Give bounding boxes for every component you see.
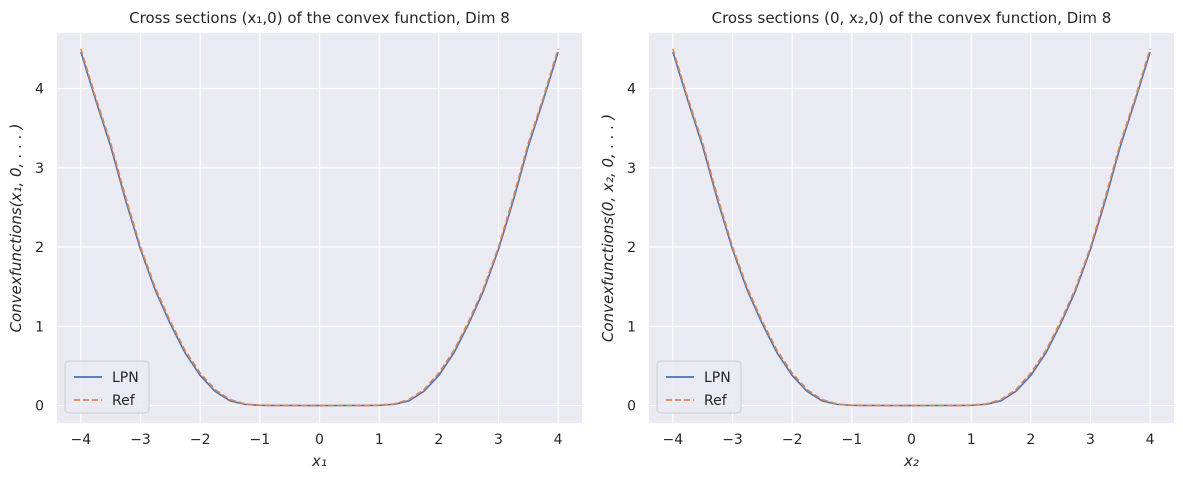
x-tick-label: 3 — [1086, 432, 1095, 448]
x-tick-label: 0 — [315, 432, 324, 448]
x-tick-label: 3 — [494, 432, 503, 448]
x-tick-label: −1 — [250, 432, 271, 448]
x-tick-label: −2 — [190, 432, 211, 448]
x-tick-label: 1 — [375, 432, 384, 448]
y-tick-label: 2 — [35, 240, 44, 256]
left-x-axis-label: x₁ — [311, 452, 327, 470]
legend-box — [64, 360, 150, 414]
legend-box — [656, 360, 742, 414]
x-tick-label: 2 — [1026, 432, 1035, 448]
left-y-axis-label: Convexfunctions(x₁, 0, . . . ) — [7, 123, 25, 332]
left-legend: LPN Ref — [64, 360, 150, 414]
right-y-axis-label: Convexfunctions(0, x₂, 0, . . . ) — [599, 114, 617, 342]
x-tick-label: −3 — [722, 432, 743, 448]
x-tick-label: 0 — [907, 432, 916, 448]
left-plot-panel: −4 −3 −2 −1 0 1 2 3 4 0 1 2 3 4 Cross sections (x₁,0) … — [7, 9, 582, 470]
x-tick-label: −3 — [130, 432, 151, 448]
series-line-ref — [672, 48, 1151, 407]
x-tick-label: −4 — [71, 432, 92, 448]
y-tick-label: 4 — [35, 81, 44, 97]
legend-label-ref: Ref — [704, 393, 728, 409]
x-tick-label: −2 — [782, 432, 803, 448]
series-line-ref — [80, 48, 559, 407]
x-tick-label: 4 — [1146, 432, 1155, 448]
x-tick-label: 2 — [434, 432, 443, 448]
y-tick-label: 4 — [627, 81, 636, 97]
x-tick-label: 1 — [967, 432, 976, 448]
x-tick-label: −4 — [663, 432, 684, 448]
y-tick-label: 1 — [627, 319, 636, 335]
y-tick-label: 3 — [35, 161, 44, 177]
y-tick-label: 1 — [35, 319, 44, 335]
y-tick-label: 3 — [627, 161, 636, 177]
y-tick-label: 0 — [627, 399, 636, 415]
legend-label-lpn: LPN — [112, 370, 139, 386]
y-tick-label: 0 — [35, 399, 44, 415]
x-tick-label: 4 — [554, 432, 563, 448]
right-x-axis-label: x₂ — [903, 452, 919, 470]
left-chart-title: Cross sections (x₁,0) of the convex func… — [129, 9, 510, 27]
right-chart-title: Cross sections (0, x₂,0) of the convex f… — [712, 9, 1112, 27]
x-tick-label: −1 — [842, 432, 863, 448]
right-legend: LPN Ref — [656, 360, 742, 414]
y-tick-label: 2 — [627, 240, 636, 256]
legend-label-ref: Ref — [112, 393, 136, 409]
right-plot-panel: −4 −3 −2 −1 0 1 2 3 4 0 1 2 3 4 Cross sections (0, x₂,… — [599, 9, 1174, 470]
legend-label-lpn: LPN — [704, 370, 731, 386]
